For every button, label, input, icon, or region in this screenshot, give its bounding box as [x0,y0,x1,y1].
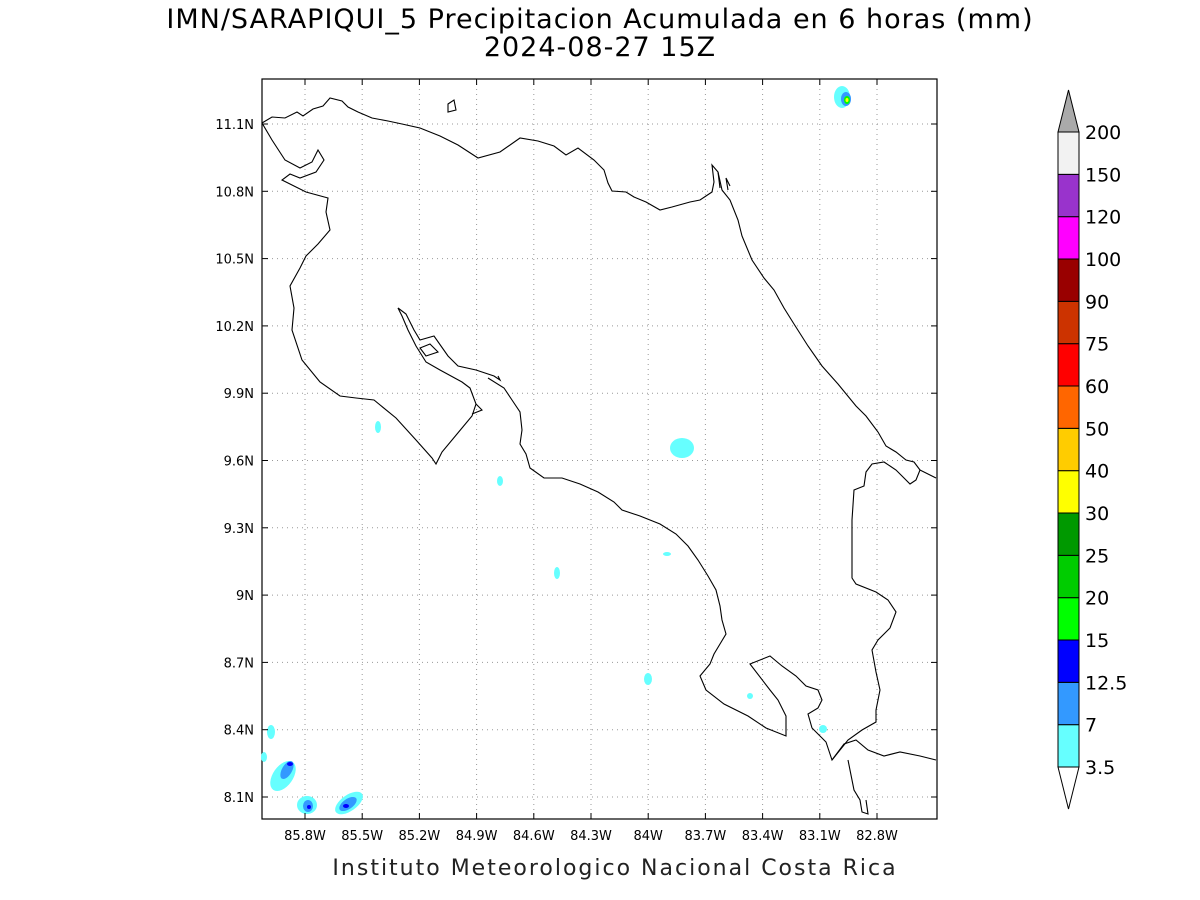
lat-tick-label: 10.8N [215,185,254,200]
map-frame [261,78,938,820]
colorbar-segment [1057,639,1080,683]
lon-tick-label: 85.2W [398,829,440,844]
colorbar-segment [1057,512,1080,556]
lon-tick-label: 85.5W [341,829,383,844]
lon-tick-label: 82.8W [856,829,898,844]
colorbar-above-triangle [1057,89,1080,133]
colorbar-segment [1057,385,1080,429]
colorbar-below-triangle [1057,766,1080,810]
precip-shading [261,86,851,815]
colorbar-level-label: 75 [1085,334,1109,356]
lon-tick-label: 85.8W [284,829,326,844]
colorbar-segment [1057,681,1080,726]
colorbar-segment [1057,554,1080,599]
colorbar-segment [1057,216,1080,260]
colorbar-level-label: 12.5 [1085,672,1127,694]
colorbar-level-label: 25 [1085,545,1109,567]
colorbar: 3.5 7 12.5 15 20 25 30 40 50 60 75 90 100 120 150 200 [1057,89,1127,810]
colorbar-level-label: 7 [1085,715,1097,737]
lat-tick-label: 9N [236,589,254,604]
lon-tick-label: 83.1W [799,829,841,844]
lat-tick-label: 10.5N [215,253,254,268]
colorbar-level-label: 200 [1085,122,1121,144]
colorbar-segment [1057,343,1080,387]
lon-tick-label: 83.7W [684,829,726,844]
colorbar-level-label: 60 [1085,376,1109,398]
colorbar-segment [1057,597,1080,641]
lat-tick-label: 8.4N [224,724,254,739]
colorbar-level-label: 90 [1085,291,1109,313]
lat-tick-label: 9.3N [224,522,254,537]
colorbar-level-label: 100 [1085,249,1121,271]
colorbar-segment [1057,173,1080,218]
colorbar-level-label: 40 [1085,461,1109,483]
latitude-axis: 11.1N 10.8N 10.5N 10.2N 9.9N 9.6N 9.3N 9N 8.7N 8.… [215,118,937,806]
colorbar-level-label: 15 [1085,630,1109,652]
colorbar-segment [1057,131,1080,175]
lat-tick-label: 9.6N [224,455,254,470]
lon-tick-label: 84.9W [456,829,498,844]
colorbar-segment [1057,470,1080,514]
colorbar-level-label: 20 [1085,588,1109,610]
colorbar-segment [1057,427,1080,472]
colorbar-level-label: 3.5 [1085,757,1115,779]
colorbar-segment [1057,258,1080,302]
longitude-axis: 85.8W 85.5W 85.2W 84.9W 84.6W 84.3W 84W 83.7W 83… [284,79,898,844]
colorbar-level-label: 120 [1085,207,1121,229]
map-datetime: 2024-08-27 15Z [483,32,717,63]
coastline [261,97,937,815]
lat-tick-label: 8.7N [224,656,254,671]
map-gridlines [262,79,937,819]
lon-tick-label: 83.4W [742,829,784,844]
credit-text: Instituto Meteorologico Nacional Costa R… [332,856,898,881]
lat-tick-label: 10.2N [215,320,254,335]
map-title: IMN/SARAPIQUI_5 Precipitacion Acumulada … [166,4,1034,35]
colorbar-segment [1057,724,1080,768]
colorbar-segment [1057,300,1080,345]
colorbar-level-label: 30 [1085,503,1109,525]
lat-tick-label: 9.9N [224,387,254,402]
lon-tick-label: 84.3W [570,829,612,844]
lat-tick-label: 8.1N [224,791,254,806]
lon-tick-label: 84.6W [513,829,555,844]
lat-tick-label: 11.1N [215,118,254,133]
lon-tick-label: 84W [633,829,663,844]
colorbar-level-label: 50 [1085,418,1109,440]
colorbar-level-label: 150 [1085,164,1121,186]
